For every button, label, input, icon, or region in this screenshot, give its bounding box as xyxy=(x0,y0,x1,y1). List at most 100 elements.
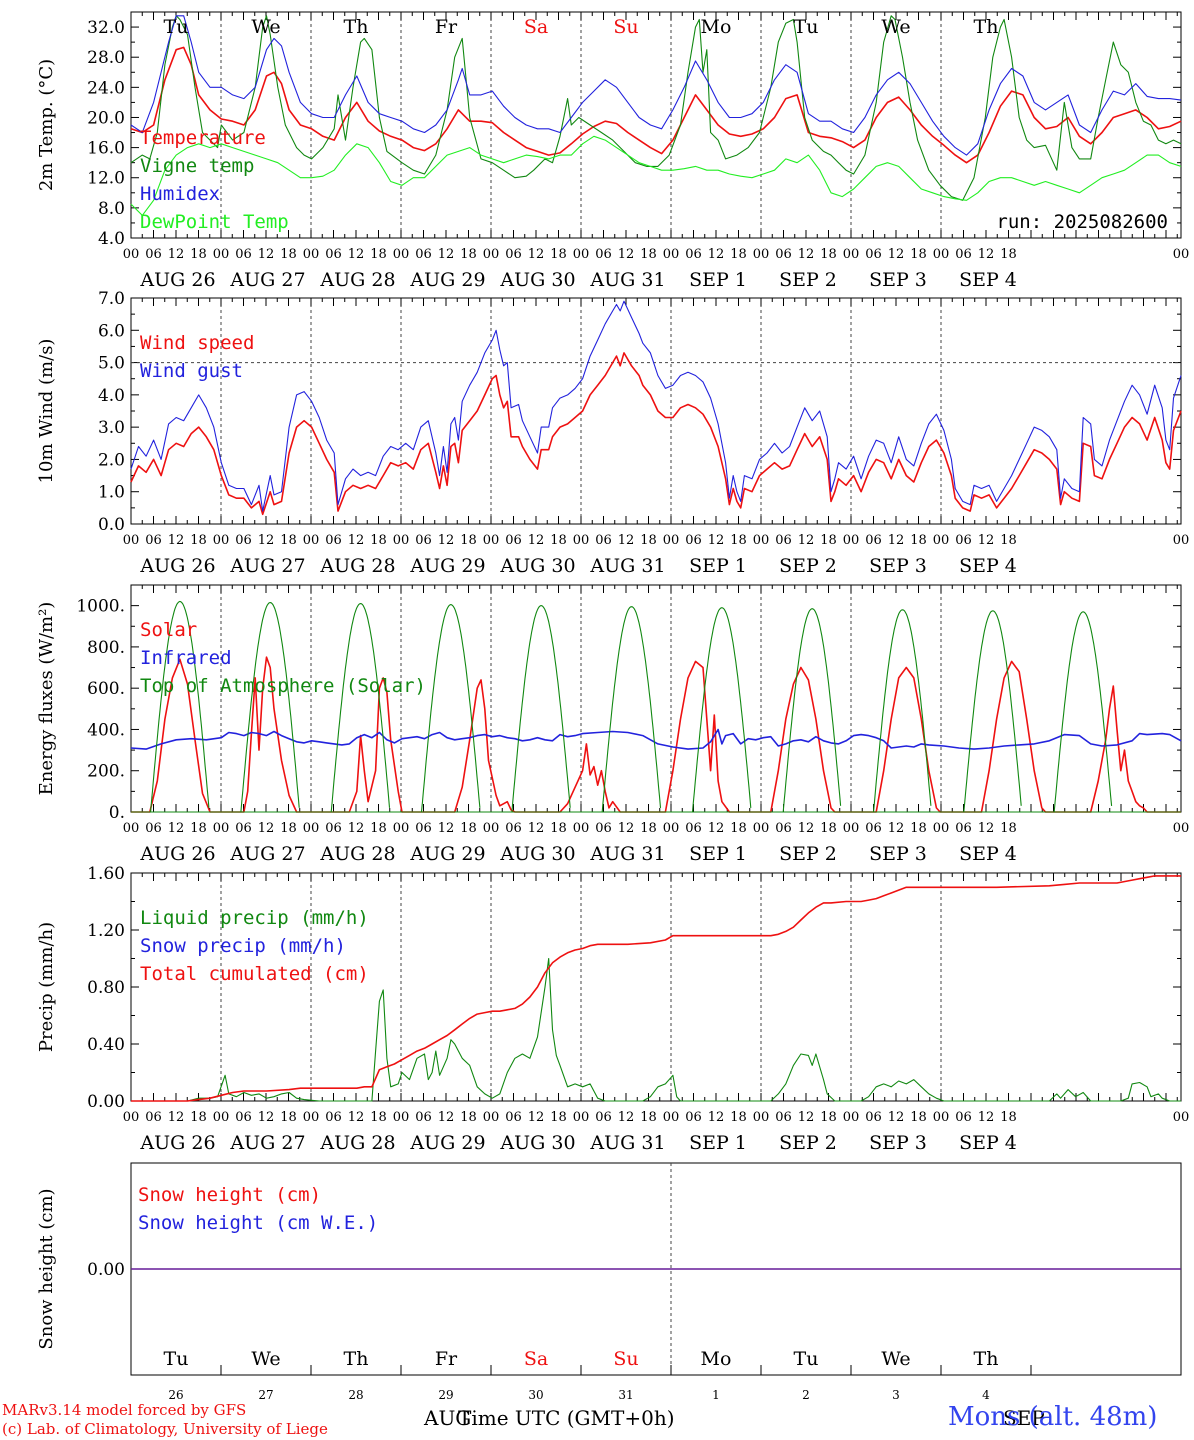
toa-solar-arc-7 xyxy=(782,608,842,813)
hour-label: 06 xyxy=(505,533,522,548)
toa-solar-arc-10 xyxy=(1053,611,1113,813)
toa-solar-arc-8 xyxy=(872,609,932,813)
date-label: AUG 31 xyxy=(589,1132,665,1154)
hour-label: 06 xyxy=(235,821,252,836)
toa-solar-arc-3 xyxy=(420,604,481,813)
hour-label: 00 xyxy=(753,533,770,548)
date-label: SEP 4 xyxy=(959,269,1017,291)
hour-label: 18 xyxy=(730,1110,747,1125)
hour-label: 00 xyxy=(843,1110,860,1125)
date-label: SEP 1 xyxy=(689,269,747,291)
series-wind-speed xyxy=(130,352,1182,516)
hour-label: 18 xyxy=(550,533,567,548)
y-axis-title: Snow height (cm) xyxy=(36,1188,57,1349)
hour-label: 00 xyxy=(843,533,860,548)
hour-label: 00 xyxy=(933,247,950,262)
hour-label: 00 xyxy=(753,247,770,262)
run-label: run: 2025082600 xyxy=(996,211,1168,233)
hour-label: 18 xyxy=(460,821,477,836)
hour-label: 06 xyxy=(955,247,972,262)
y-tick-label: 0. xyxy=(109,803,125,823)
hour-label: 12 xyxy=(708,821,725,836)
hour-label: 12 xyxy=(618,821,635,836)
legend-total-cumulated-cm-: Total cumulated (cm) xyxy=(140,963,369,985)
weekday-label: Tu xyxy=(794,16,819,38)
hour-label: 18 xyxy=(1000,533,1017,548)
weekday-label-bottom: Fr xyxy=(435,1348,458,1370)
legend-dewpoint-temp: DewPoint Temp xyxy=(140,211,289,233)
hour-label: 18 xyxy=(460,533,477,548)
weekday-label: Th xyxy=(974,16,999,38)
hour-label: 06 xyxy=(145,821,162,836)
series-solar xyxy=(131,656,1181,813)
date-label: SEP 4 xyxy=(959,1132,1017,1154)
date-label: AUG 26 xyxy=(139,269,215,291)
hour-label: 06 xyxy=(325,533,342,548)
y-tick-label: 0.00 xyxy=(87,1092,125,1112)
weekday-label-bottom: Sa xyxy=(524,1348,548,1370)
legend-top-of-atmosphere-solar-: Top of Atmosphere (Solar) xyxy=(140,675,426,697)
hour-label: 12 xyxy=(888,247,905,262)
hour-label: 00 xyxy=(303,821,320,836)
hour-label: 00 xyxy=(213,247,230,262)
legend-wind-speed: Wind speed xyxy=(140,332,254,354)
weekday-label: Tu xyxy=(164,16,189,38)
hour-label: 00 xyxy=(1173,821,1190,836)
hour-label: 12 xyxy=(348,821,365,836)
y-tick-label: 1.20 xyxy=(87,921,125,941)
date-label: AUG 27 xyxy=(229,1132,305,1154)
hour-label: 06 xyxy=(595,247,612,262)
hour-label: 12 xyxy=(438,821,455,836)
hour-label: 06 xyxy=(775,1110,792,1125)
date-label: AUG 27 xyxy=(229,555,305,577)
x-axis-title: Time UTC (GMT+0h) xyxy=(458,1406,675,1430)
hour-label: 18 xyxy=(280,821,297,836)
series-total-cumulated-cm- xyxy=(131,875,1181,1102)
date-label: AUG 26 xyxy=(139,843,215,865)
hour-label: 12 xyxy=(168,1110,185,1125)
weekday-label-bottom: Su xyxy=(613,1348,638,1370)
hour-label: 18 xyxy=(550,247,567,262)
hour-label: 06 xyxy=(235,247,252,262)
date-label: SEP 1 xyxy=(689,843,747,865)
lab-credit: (c) Lab. of Climatology, University of L… xyxy=(2,1420,328,1438)
hour-label: 18 xyxy=(190,533,207,548)
legend-liquid-precip-mm-h-: Liquid precip (mm/h) xyxy=(140,907,369,929)
hour-label: 18 xyxy=(190,1110,207,1125)
y-tick-label: 2.0 xyxy=(98,450,125,470)
weekday-label-bottom: We xyxy=(251,1348,280,1370)
hour-label: 06 xyxy=(325,821,342,836)
hour-label: 00 xyxy=(663,821,680,836)
date-label: SEP 4 xyxy=(959,843,1017,865)
weekday-label: Mo xyxy=(701,16,732,38)
date-label: AUG 29 xyxy=(409,1132,485,1154)
toa-solar-arc-6 xyxy=(691,607,752,813)
hour-label: 00 xyxy=(663,247,680,262)
date-label: AUG 30 xyxy=(499,843,575,865)
hour-label: 00 xyxy=(573,821,590,836)
weekday-label: Th xyxy=(344,16,369,38)
date-label: AUG 26 xyxy=(139,555,215,577)
hour-label: 18 xyxy=(550,821,567,836)
hour-label: 00 xyxy=(303,533,320,548)
date-label: SEP 3 xyxy=(869,555,927,577)
hour-label: 06 xyxy=(145,247,162,262)
legend-snow-height-cm-: Snow height (cm) xyxy=(138,1184,321,1206)
hour-label: 12 xyxy=(438,1110,455,1125)
date-label: AUG 30 xyxy=(499,555,575,577)
date-label: AUG 29 xyxy=(409,269,485,291)
legend-snow-height-cm-w-e-: Snow height (cm W.E.) xyxy=(138,1212,378,1234)
hour-label: 00 xyxy=(1173,247,1190,262)
y-tick-label: 3.0 xyxy=(98,418,125,438)
y-tick-label: 800. xyxy=(87,638,125,658)
hour-label: 12 xyxy=(798,247,815,262)
x-axis-right-month: SEP xyxy=(1003,1406,1045,1430)
hour-label: 06 xyxy=(235,533,252,548)
hour-label: 18 xyxy=(460,1110,477,1125)
hour-label: 12 xyxy=(168,533,185,548)
hour-label: 12 xyxy=(348,1110,365,1125)
hour-label: 06 xyxy=(865,821,882,836)
hour-label: 00 xyxy=(933,533,950,548)
y-axis-title: 2m Temp. (°C) xyxy=(36,59,57,191)
